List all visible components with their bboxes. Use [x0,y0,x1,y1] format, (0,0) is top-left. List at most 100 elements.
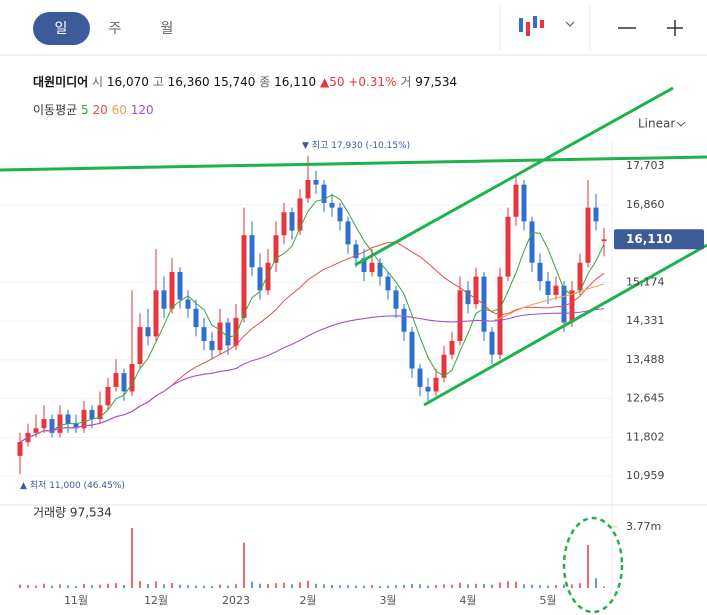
candle-body [185,299,191,309]
candle-body [249,235,255,268]
candle-body [281,212,287,236]
volume-bar [419,584,421,588]
volume-bar [475,583,477,588]
dropdown-icon[interactable] [565,21,575,27]
volume-bar [523,584,525,588]
candle-body [33,428,39,433]
volume-bar [115,583,117,588]
x-tick-label: 2월 [299,594,316,607]
volume-bar [131,528,133,588]
change: ▲50 [320,75,345,89]
volume-bar [579,583,581,588]
volume-bar [467,584,469,588]
price-badge-label: 16,110 [626,232,672,246]
candle-body [65,414,71,424]
x-tick-label: 12월 [144,594,168,607]
volume-bar [531,584,533,588]
volume-bar [491,584,493,588]
volume-bar [395,585,397,588]
quote-value: 97,534 [415,75,457,89]
chart-type-icon[interactable] [519,16,544,36]
volume-bar [299,582,301,588]
candle-body [409,331,415,369]
scale-dropdown[interactable] [676,121,686,127]
quote-value: 16,070 [107,75,149,89]
y-tick-label: 10,959 [626,469,665,482]
moving-average [19,308,605,443]
x-tick-label: 11월 [64,594,88,607]
candle-body [137,327,143,364]
volume-bar [451,584,453,588]
tab[interactable]: 월 [161,21,174,37]
volume-bar [83,584,85,588]
change-pct: +0.31% [348,75,396,89]
tab[interactable]: 일 [55,21,68,37]
candle-body [401,308,407,332]
volume-bar [27,585,29,588]
volume-bar [251,581,253,588]
candle-body [97,405,103,420]
x-tick-label: 2023 [222,594,250,607]
stock-name: 대원미디어 [33,74,88,89]
quote-key: 종 [259,75,270,89]
candle-body [81,409,87,429]
plot [0,155,612,588]
volume-bar [403,584,405,588]
candle-body [153,290,159,337]
volume-bar [219,584,221,588]
candle-body [385,276,391,291]
candle-body [313,180,319,185]
volume-bar [339,585,341,588]
y-tick-label: 14,331 [626,314,665,327]
y-tick-label: 12,645 [626,392,665,405]
candle-body [113,373,119,387]
candle-body [425,386,431,392]
volume-bar [411,584,413,588]
candle-body [145,327,151,337]
candle-body [73,423,79,429]
candle-body [457,290,463,341]
candle-body [353,244,359,259]
volume-title: 거래량 97,534 [33,506,112,520]
candle-body [345,221,351,245]
quote-key: 시 [92,75,103,89]
ma-label: 이동평균 [33,103,77,117]
volume-bar [211,585,213,588]
zoom-in[interactable] [667,20,683,36]
volume-bar [427,585,429,588]
tab-active[interactable] [33,12,90,45]
candle-body [225,322,231,346]
candle-body [129,363,135,392]
volume-bar [267,584,269,588]
candle-body [513,184,519,217]
quote-key: 거 [400,75,411,89]
volume-bar [163,584,165,588]
volume-bar [51,585,53,588]
candle-body [193,308,199,328]
ma-legend-text: 이동평균 5 20 60 120 [33,103,154,117]
highlight-ellipse [562,516,624,614]
scale-label[interactable]: Linear [638,117,675,131]
volume-bar [331,585,333,588]
candle-body [505,216,511,277]
volume-bar [363,585,365,588]
volume-bar [291,584,293,588]
candle-body [121,373,127,392]
volume-bar [59,584,61,588]
candle-body [161,290,167,309]
volume-bar [171,582,173,588]
ma-legend-entry: 5 [81,103,89,117]
y-tick-label: 15,174 [626,275,665,288]
candle-body [441,354,447,378]
volume-bar [107,583,109,588]
candle-body [41,419,47,429]
candle-body [433,377,439,392]
volume-bar [483,583,485,588]
candle-body [521,184,527,222]
candle-body [569,290,575,323]
tab[interactable]: 주 [109,21,122,37]
candle-body [465,290,471,305]
volume-bar [19,584,21,588]
low-note: ▲ 최저 11,000 (46.45%) [20,480,125,491]
